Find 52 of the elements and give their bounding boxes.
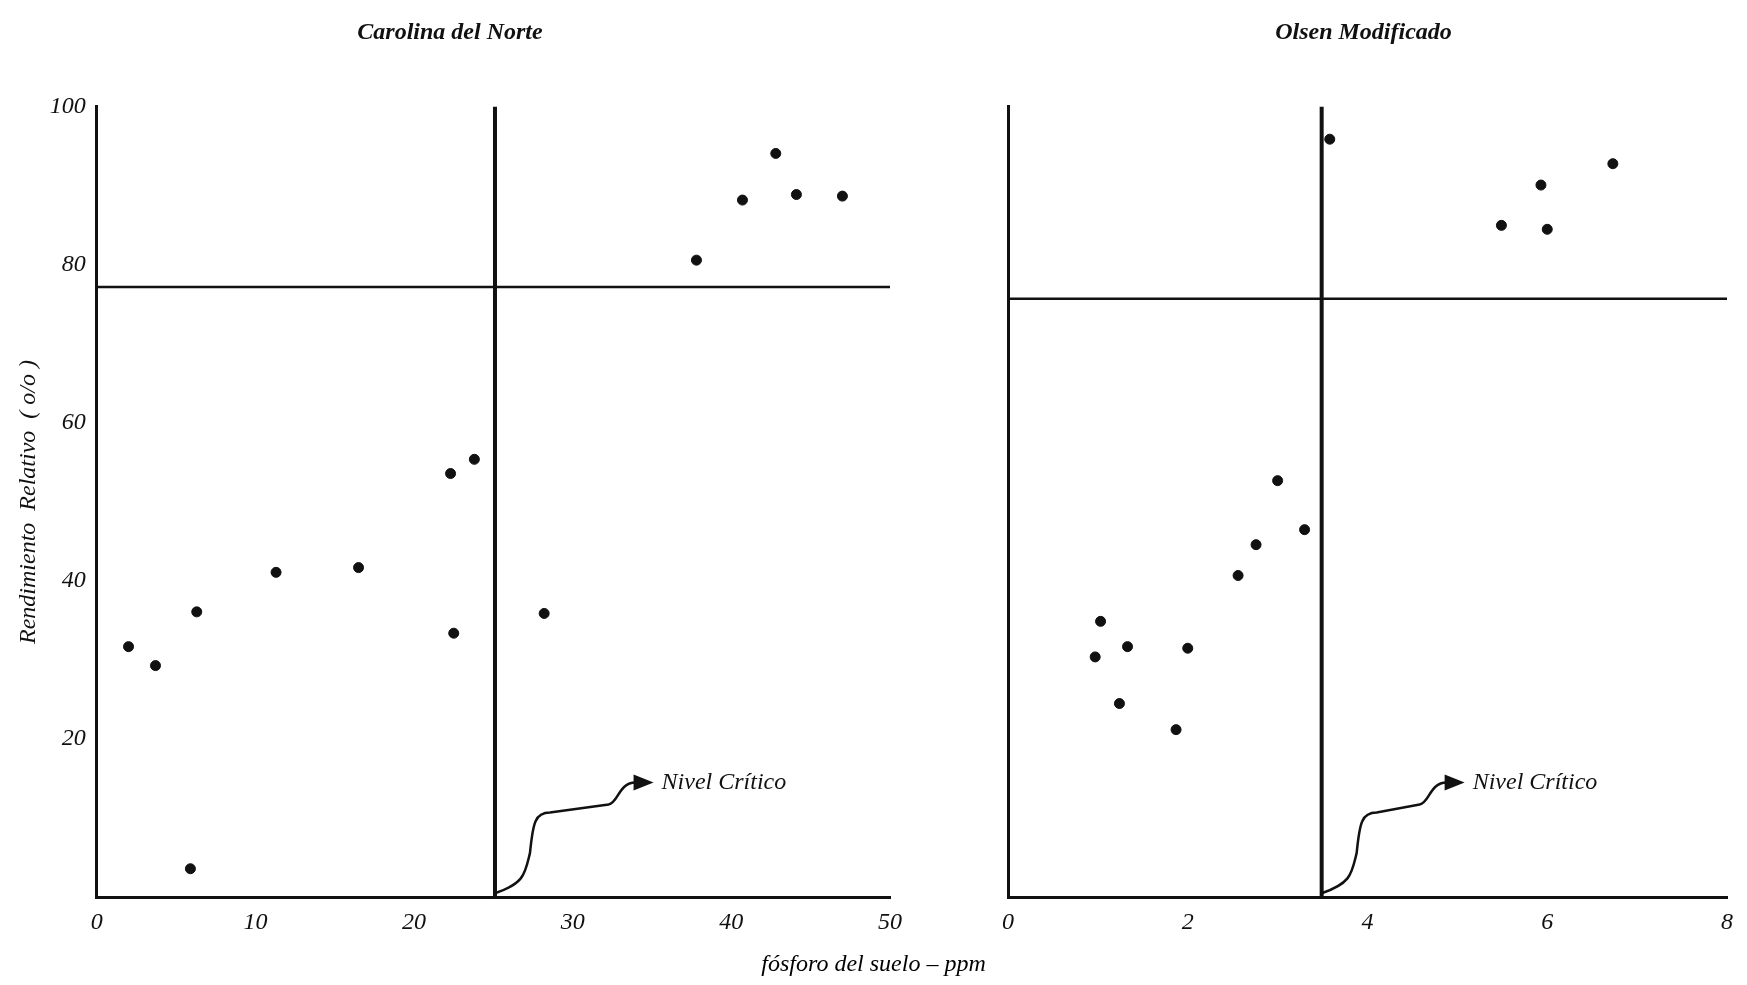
- point: [1299, 524, 1311, 536]
- point: [790, 189, 802, 201]
- annotation: Nivel Crítico: [660, 767, 787, 794]
- x-tick-label: 50: [878, 907, 902, 934]
- point: [123, 641, 135, 653]
- point: [770, 147, 782, 159]
- x-tick-label: 30: [559, 907, 585, 934]
- point: [690, 254, 702, 266]
- point: [1170, 724, 1182, 736]
- x-tick-label: 2: [1181, 907, 1194, 934]
- x-tick-label: 10: [243, 907, 268, 934]
- x-tick-label: 4: [1361, 907, 1374, 934]
- point: [1182, 642, 1194, 654]
- x-tick-label: 8: [1721, 907, 1733, 934]
- point: [1535, 179, 1547, 191]
- x-tick-label: 0: [1002, 907, 1014, 934]
- point: [1324, 133, 1336, 145]
- point: [1089, 651, 1101, 663]
- point: [270, 566, 282, 578]
- point: [448, 627, 460, 639]
- point: [1541, 223, 1553, 235]
- x-tick-label: 6: [1541, 907, 1554, 934]
- point: [468, 453, 480, 465]
- y-tick-label: 40: [61, 566, 86, 593]
- point: [736, 194, 748, 206]
- x-tick-label: 0: [90, 907, 103, 934]
- point: [1607, 158, 1619, 170]
- x-tick-label: 40: [719, 907, 744, 934]
- point: [1250, 539, 1262, 551]
- point: [353, 562, 365, 574]
- point: [538, 607, 550, 619]
- point: [184, 863, 196, 875]
- annotation: Nivel Crítico: [1471, 767, 1598, 794]
- point: [1495, 219, 1507, 231]
- point: [150, 660, 161, 672]
- point: [191, 606, 203, 618]
- y-tick-label: 100: [49, 92, 86, 119]
- point: [445, 468, 457, 480]
- chart-title: Carolina del Norte: [357, 17, 544, 44]
- y-tick-label: 20: [61, 724, 86, 751]
- point: [1232, 570, 1244, 582]
- point: [1113, 698, 1125, 710]
- x-tick-label: 20: [402, 907, 427, 934]
- x-axis-title: fósforo del suelo – ppm: [760, 950, 987, 977]
- y-tick-label: 80: [61, 250, 86, 277]
- point: [1272, 475, 1284, 487]
- y-tick-label: 60: [61, 408, 86, 435]
- chart-title: Olsen Modificado: [1275, 17, 1452, 44]
- point: [1095, 615, 1107, 627]
- y-axis-title: Rendimiento Relativo ( o/o ): [13, 360, 40, 645]
- point: [1122, 641, 1134, 653]
- point: [836, 190, 848, 202]
